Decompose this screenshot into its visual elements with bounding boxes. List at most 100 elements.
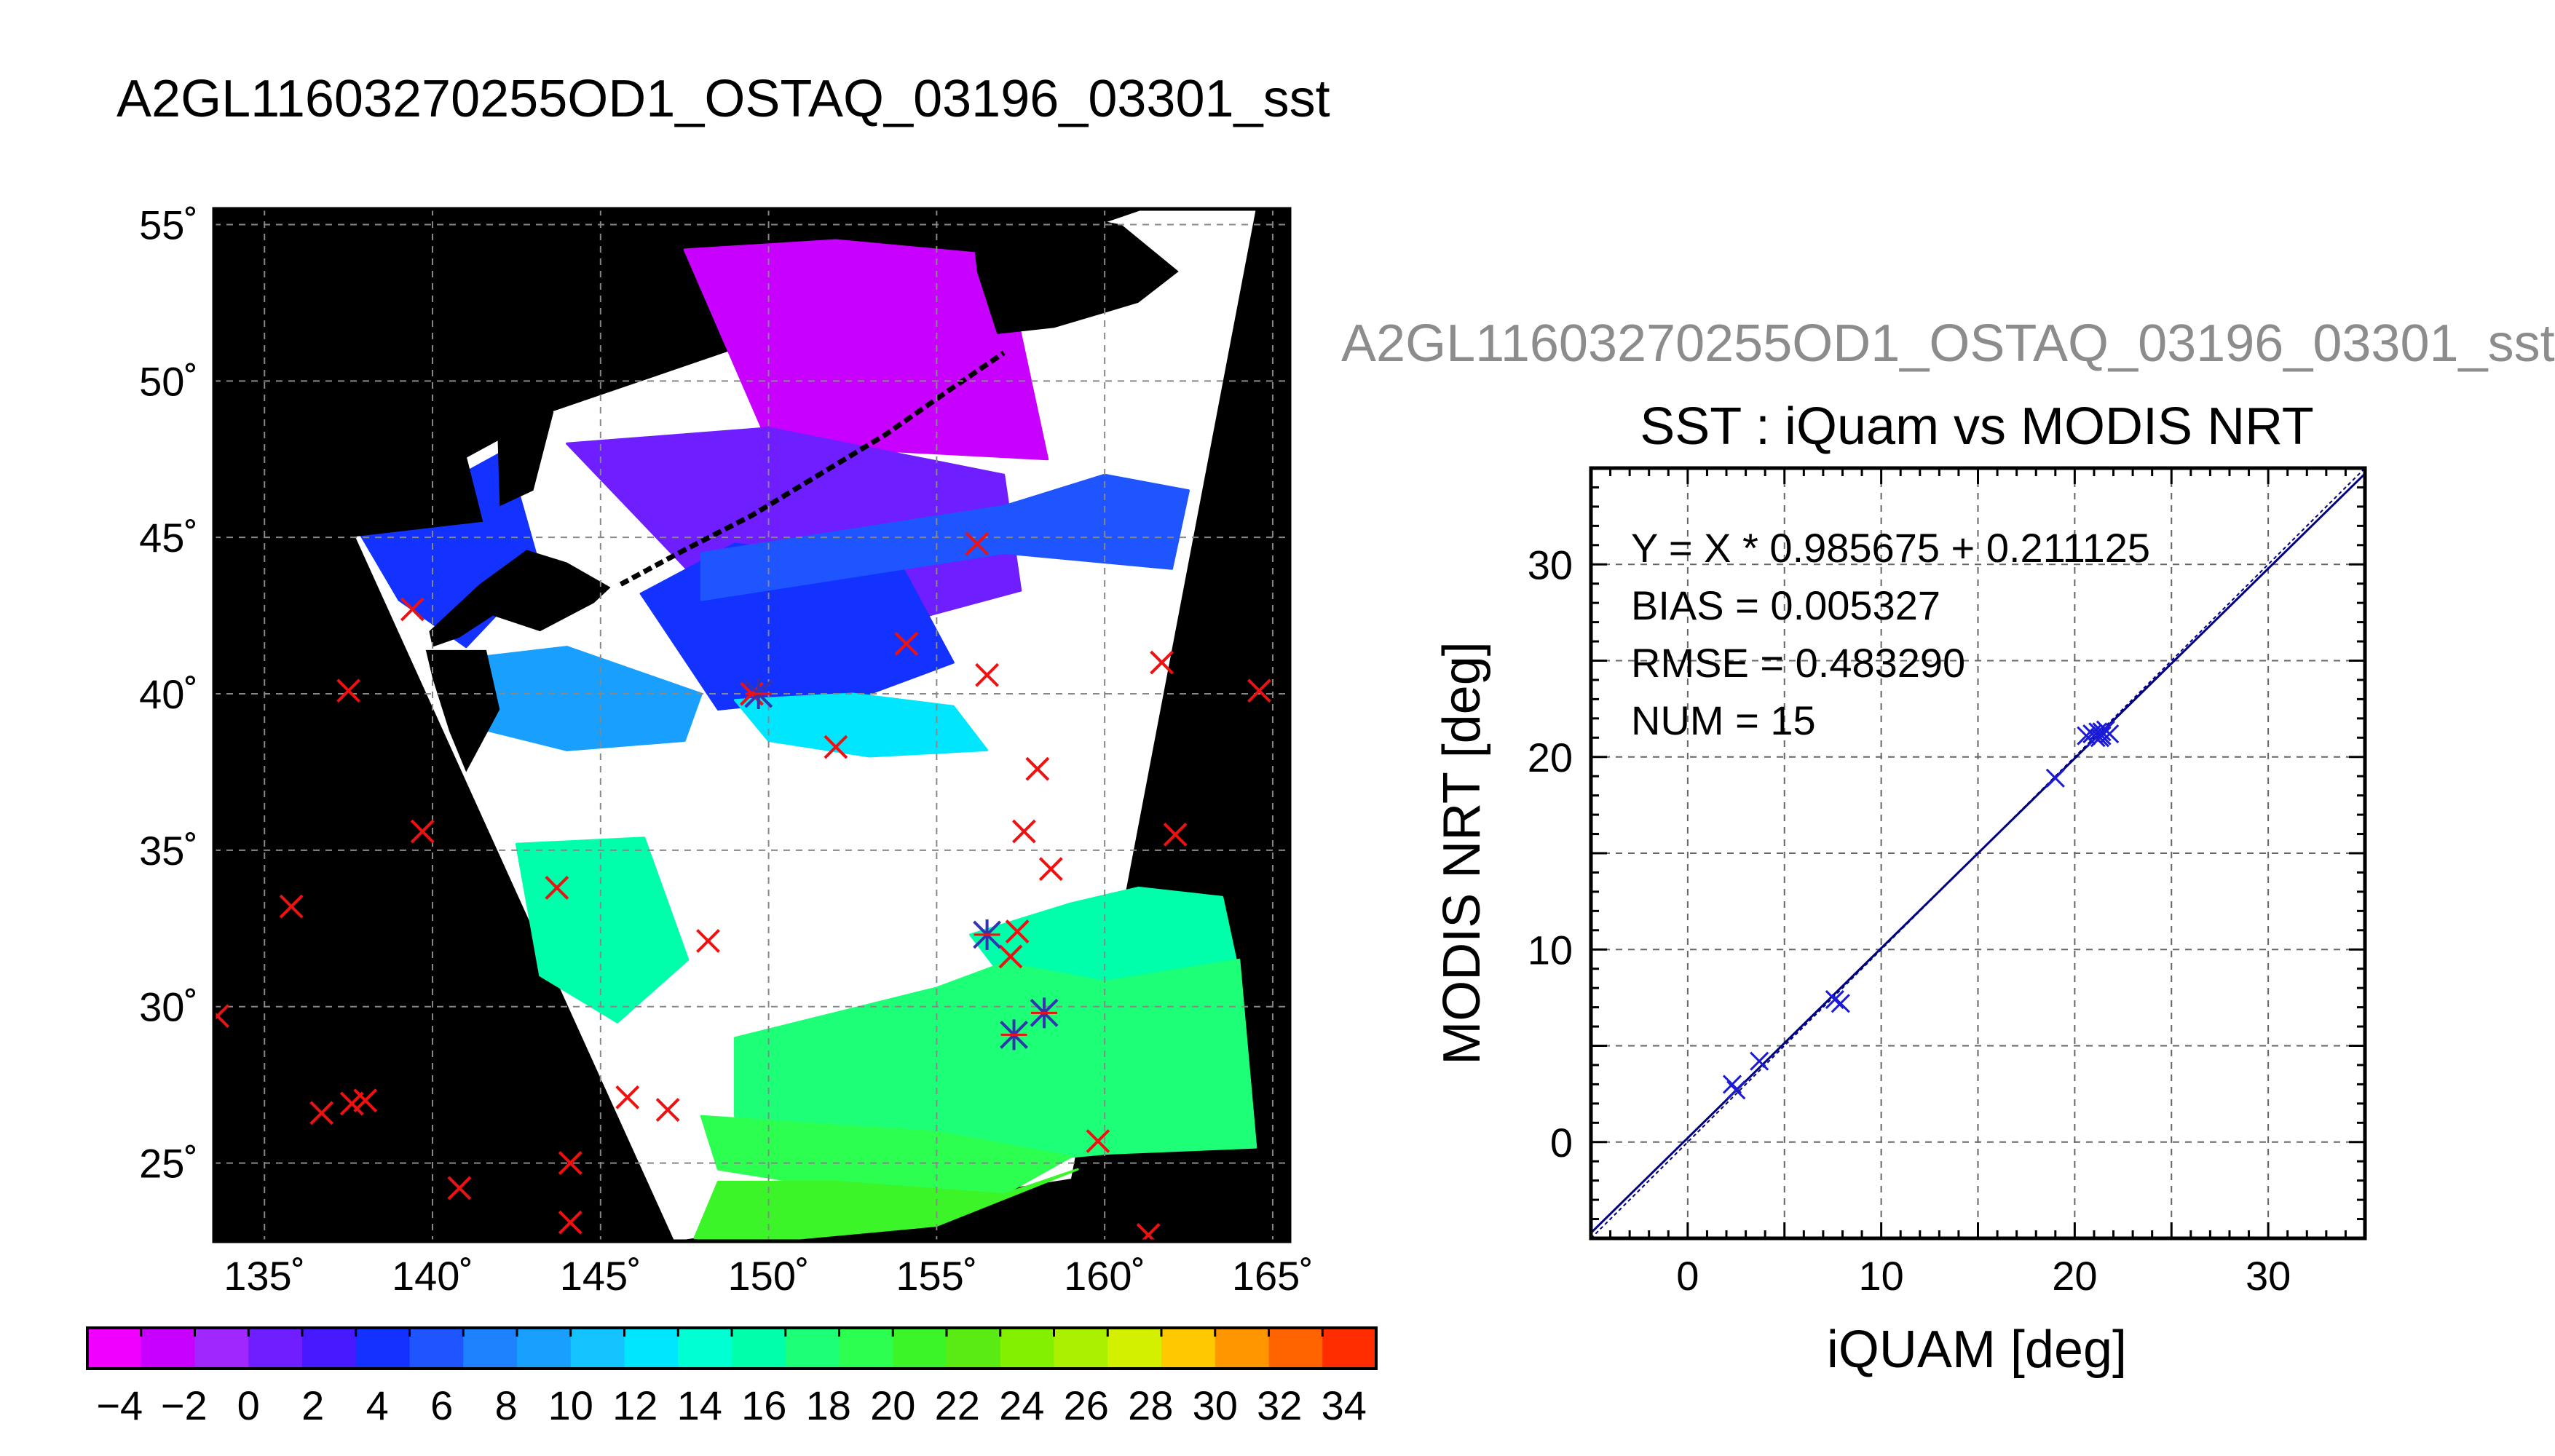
scatter-point-stroke — [1750, 1051, 1769, 1071]
map-marker-stroke — [1140, 1222, 1161, 1241]
scatter-xlabel: iQUAM [deg] — [1827, 1321, 2127, 1379]
map-marker-star — [1000, 1019, 1028, 1051]
scatter-point — [1750, 1051, 1769, 1071]
sst-region — [733, 692, 989, 758]
map-marker-stroke — [965, 531, 990, 556]
scatter-point-stroke — [2092, 722, 2112, 742]
map-marker-x — [1136, 1222, 1161, 1241]
land-hokkaido — [429, 550, 611, 647]
colorbar-segment — [893, 1328, 947, 1369]
map-marker-x — [558, 1151, 583, 1175]
colorbar-tick-label: −2 — [161, 1382, 208, 1428]
scatter-fit-lines — [1590, 467, 2366, 1239]
page-title: A2GL11603270255OD1_OSTAQ_03196_03301_sst — [117, 70, 1330, 128]
scatter-point-stroke — [2100, 724, 2120, 744]
map-marker-stroke — [309, 1101, 334, 1125]
colorbar-segment — [141, 1328, 195, 1369]
scatter-point — [1825, 989, 1844, 1010]
map-marker-star — [973, 919, 1002, 950]
scatter-stat-line: RMSE = 0.483290 — [1631, 640, 1965, 686]
colorbar-tick-label: 30 — [1193, 1382, 1238, 1428]
map-markers — [214, 531, 1271, 1241]
scatter-point-stroke — [1722, 1075, 1742, 1094]
colorbar-segment — [1322, 1328, 1377, 1369]
map-lat-tick-label: 50˚ — [139, 358, 198, 404]
map-marker-stroke — [1150, 650, 1174, 675]
scatter-point — [2090, 728, 2109, 748]
scatter-point-stroke — [2045, 768, 2065, 788]
colorbar-segment — [839, 1328, 893, 1369]
map-lat-tick-label: 55˚ — [139, 202, 198, 248]
scatter-x-tick-label: 0 — [1676, 1253, 1699, 1299]
map-lat-tick-label: 35˚ — [139, 828, 198, 874]
map-marker-x — [447, 1176, 472, 1200]
map-lon-tick-label: 145˚ — [560, 1253, 641, 1299]
map-marker-stroke — [696, 929, 720, 953]
map-marker-stroke — [558, 1210, 583, 1235]
map-grid — [214, 209, 1290, 1241]
colorbar-tick-label: 24 — [999, 1382, 1044, 1428]
colorbar-segment — [1215, 1328, 1269, 1369]
scatter-y-tick-label: 20 — [1528, 735, 1573, 780]
map-marker-x — [975, 662, 1000, 687]
map-marker-star — [744, 678, 773, 710]
map-marker-x — [545, 876, 569, 900]
sst-region — [700, 1115, 1073, 1195]
scatter-x-tick-label: 20 — [2052, 1253, 2097, 1299]
map-marker-stroke — [1038, 857, 1063, 882]
scatter-stat-line: NUM = 15 — [1631, 697, 1816, 743]
scatter-points — [1722, 720, 2120, 1100]
colorbar-segment — [570, 1328, 625, 1369]
map-lon-tick-label: 135˚ — [224, 1253, 305, 1299]
land-sakhalin — [493, 246, 554, 507]
map-lat-tick-label: 40˚ — [139, 671, 198, 717]
scatter-point-stroke — [2090, 728, 2109, 748]
map-lon-tick-label: 140˚ — [392, 1253, 473, 1299]
colorbar-tick-label: 4 — [366, 1382, 389, 1428]
map-marker-x — [1163, 822, 1188, 847]
scatter-stats: Y = X * 0.985675 + 0.211125 BIAS = 0.0053… — [1631, 525, 2150, 743]
colorbar-tick-label: 14 — [677, 1382, 722, 1428]
map-marker-x — [1005, 919, 1030, 944]
map-marker-x — [1038, 857, 1063, 882]
colorbar-tick-label: 34 — [1322, 1382, 1367, 1428]
map-marker-x — [558, 1210, 583, 1235]
colorbar-tick-label: −4 — [96, 1382, 143, 1428]
scatter-y-tick-label: 10 — [1528, 927, 1573, 973]
scatter-stat-line: BIAS = 0.005327 — [1631, 582, 1940, 628]
map-marker-stroke — [1086, 1129, 1110, 1153]
colorbar-segment — [1161, 1328, 1216, 1369]
map-marker-stroke — [824, 735, 848, 759]
scatter-y-tick-label: 30 — [1528, 542, 1573, 587]
map-marker-x — [1150, 650, 1174, 675]
map-marker-x — [309, 1101, 334, 1125]
map-lon-tick-label: 160˚ — [1064, 1253, 1145, 1299]
scatter-title: SST : iQuam vs MODIS NRT — [1640, 397, 2314, 456]
map-content — [214, 209, 1257, 1241]
sst-map: 135˚ 140˚ 145˚ 150˚ 155˚ 160˚ 165˚ 25˚ 30˚ 35˚ 40˚… — [139, 202, 1314, 1299]
colorbar-tick-label: 22 — [935, 1382, 980, 1428]
colorbar-segment — [87, 1328, 142, 1369]
map-marker-x — [1011, 819, 1036, 844]
colorbar-tick-label: 10 — [548, 1382, 593, 1428]
map-marker-x — [336, 678, 361, 703]
colorbar-tick-label: 6 — [430, 1382, 453, 1428]
land-mainland — [214, 209, 483, 553]
scatter-point-stroke — [1825, 989, 1844, 1010]
colorbar-tick-label: 28 — [1128, 1382, 1173, 1428]
scatter-stat-line: Y = X * 0.985675 + 0.211125 — [1631, 525, 2150, 571]
kurile-islands — [619, 350, 1006, 587]
colorbar-segment — [678, 1328, 732, 1369]
map-marker-stroke — [545, 876, 569, 900]
map-marker-x — [894, 631, 919, 656]
map-lon-tick-label: 155˚ — [896, 1253, 977, 1299]
map-marker-stroke — [336, 678, 361, 703]
map-marker-stroke — [447, 1176, 472, 1200]
map-marker-stroke — [615, 1085, 640, 1109]
colorbar-segment — [1107, 1328, 1162, 1369]
colorbar-segment — [947, 1328, 1001, 1369]
colorbar-segment — [248, 1328, 303, 1369]
map-marker-stroke — [975, 662, 1000, 687]
scatter-y-tick-label: 0 — [1550, 1120, 1573, 1166]
